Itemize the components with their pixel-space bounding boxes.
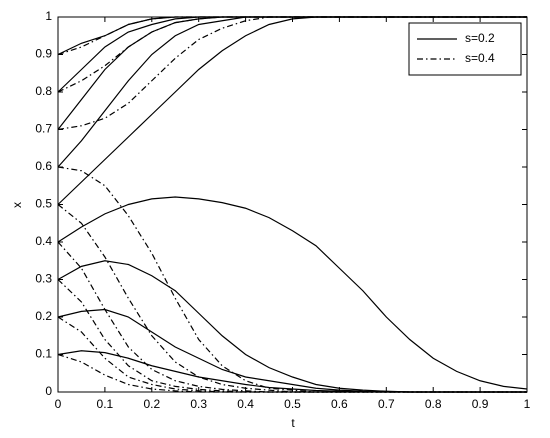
x-tick-label: 0.4	[237, 397, 254, 411]
curve	[57, 16, 527, 93]
y-tick-label: 0	[45, 384, 52, 398]
y-tick-label: 0.1	[35, 347, 52, 361]
legend-label: s=0.2	[465, 31, 495, 45]
x-tick-label: 0.3	[190, 397, 207, 411]
y-tick-label: 0.2	[35, 309, 52, 323]
x-tick-label: 0.9	[472, 397, 489, 411]
x-tick-label: 0.7	[378, 397, 395, 411]
y-tick-label: 0.5	[35, 197, 52, 211]
x-tick-label: 0.8	[425, 397, 442, 411]
legend-box	[408, 22, 522, 76]
x-tick-label: 1	[524, 397, 531, 411]
y-tick-label: 0.3	[35, 272, 52, 286]
y-axis-label: x	[10, 202, 24, 208]
legend-label: s=0.4	[465, 51, 495, 65]
y-tick-label: 0.4	[35, 234, 52, 248]
x-axis-label: t	[291, 416, 295, 430]
curve	[57, 316, 527, 393]
curve	[57, 16, 527, 56]
y-tick-label: 1	[45, 9, 52, 23]
x-tick-label: 0.1	[97, 397, 114, 411]
y-tick-label: 0.8	[35, 84, 52, 98]
x-tick-label: 0.2	[143, 397, 160, 411]
x-tick-label: 0.6	[331, 397, 348, 411]
x-tick-label: 0.5	[284, 397, 301, 411]
x-tick-label: 0	[55, 397, 62, 411]
y-tick-label: 0.6	[35, 159, 52, 173]
plot-frame	[57, 16, 528, 393]
y-tick-label: 0.7	[35, 122, 52, 136]
curve	[57, 196, 528, 390]
y-tick-label: 0.9	[35, 47, 52, 61]
curve	[57, 353, 527, 393]
